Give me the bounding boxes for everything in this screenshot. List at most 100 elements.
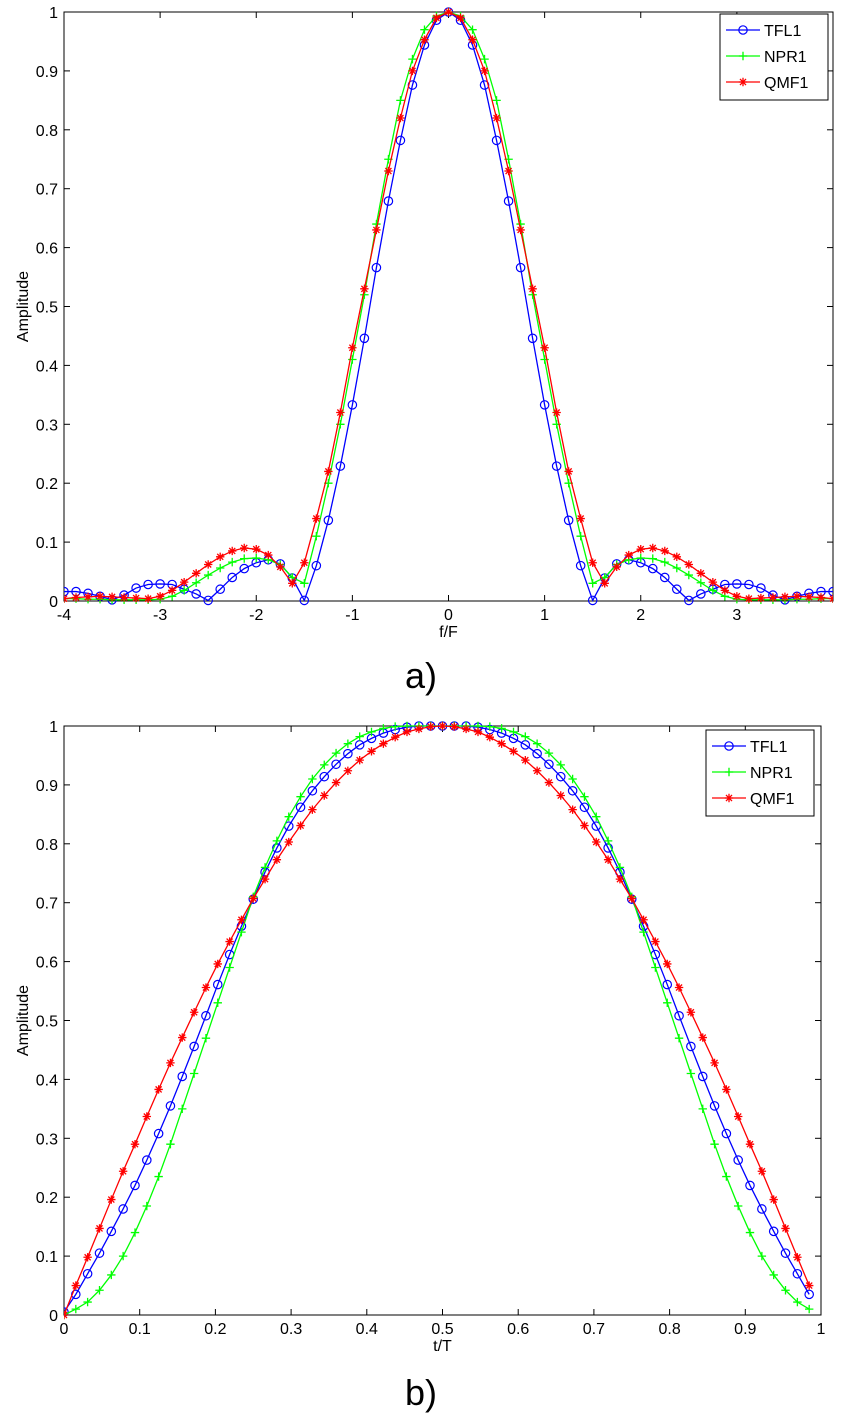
legend-marker-qmf1	[724, 793, 734, 803]
data-point-qmf1	[636, 544, 645, 554]
ytick-label-b: 0	[49, 1308, 58, 1325]
data-point-qmf1	[201, 983, 211, 992]
chart-a: 0 0.1 0.2 0.3 0.4 0.5 0.6 0.7 0.8 0.9 1 -4 -3 -2 -1 0 1 2…	[15, 5, 834, 641]
data-point-qmf1	[732, 592, 742, 601]
data-point-tfl1	[567, 785, 578, 796]
data-point-tfl1	[131, 583, 141, 593]
data-point-tfl1	[191, 589, 201, 599]
ytick-label-b: 0.6	[36, 955, 58, 972]
data-point-qmf1	[189, 1008, 199, 1017]
data-point-qmf1	[107, 592, 117, 602]
data-point-tfl1	[733, 1155, 743, 1165]
data-point-qmf1	[615, 874, 625, 884]
legend-label-qmf1: QMF1	[750, 791, 795, 808]
data-point-qmf1	[456, 13, 465, 23]
xtick-label-a: 2	[636, 607, 645, 624]
ytick-label-a: 0.9	[36, 64, 58, 81]
data-point-npr1	[708, 586, 718, 595]
series-qmf1-a	[64, 7, 833, 603]
data-point-qmf1	[781, 1224, 790, 1233]
data-point-tfl1	[768, 1226, 779, 1237]
xtick-label-a: 3	[732, 607, 741, 624]
data-point-qmf1	[154, 1085, 163, 1094]
data-point-qmf1	[627, 894, 636, 903]
ytick-label-a: 0.8	[36, 123, 58, 140]
data-point-qmf1	[107, 1195, 116, 1204]
data-point-npr1	[203, 570, 213, 580]
data-point-tfl1	[331, 759, 341, 770]
data-point-tfl1	[319, 771, 330, 782]
data-point-npr1	[672, 563, 681, 573]
data-point-npr1	[396, 96, 405, 105]
data-point-qmf1	[485, 732, 495, 742]
data-point-qmf1	[540, 343, 549, 352]
xtick-label-a: -2	[249, 607, 263, 624]
data-point-npr1	[154, 1172, 163, 1181]
plot-area-b	[64, 721, 814, 1320]
data-point-npr1	[284, 812, 293, 821]
data-point-tfl1	[539, 400, 550, 410]
legend-marker-npr1	[738, 51, 748, 61]
data-point-npr1	[532, 739, 542, 748]
data-point-npr1	[615, 863, 625, 872]
ytick-label-a: 0	[49, 594, 58, 611]
ytick-label-b: 0.3	[36, 1131, 58, 1148]
data-point-npr1	[556, 760, 565, 770]
data-point-qmf1	[684, 560, 694, 569]
data-point-npr1	[178, 1104, 187, 1114]
data-point-qmf1	[438, 721, 447, 731]
ytick-label-b: 0.2	[36, 1190, 58, 1207]
data-point-qmf1	[95, 592, 105, 601]
data-point-npr1	[272, 836, 282, 846]
ytick-label-a: 0.4	[36, 358, 58, 375]
data-point-qmf1	[828, 594, 833, 603]
xtick-label-a: -3	[153, 607, 167, 624]
xtick-label-b: 0.7	[583, 1321, 605, 1338]
data-point-qmf1	[320, 791, 329, 800]
data-point-tfl1	[359, 333, 370, 344]
data-point-npr1	[367, 727, 376, 737]
series-qmf1-b	[64, 721, 814, 1320]
data-point-tfl1	[343, 748, 353, 759]
data-point-qmf1	[804, 1281, 814, 1290]
data-point-qmf1	[167, 586, 177, 595]
data-point-npr1	[497, 724, 506, 733]
caption-b: b)	[404, 1372, 437, 1413]
ytick-label-a: 1	[49, 5, 58, 22]
data-point-tfl1	[335, 461, 346, 471]
data-point-qmf1	[710, 1058, 719, 1068]
ytick-label-b: 1	[49, 719, 58, 736]
data-point-qmf1	[343, 766, 353, 775]
data-point-qmf1	[698, 1033, 707, 1042]
data-point-qmf1	[355, 755, 364, 765]
data-point-qmf1	[288, 579, 297, 588]
data-point-npr1	[166, 1139, 175, 1149]
legend-label-tfl1: TFL1	[750, 739, 787, 756]
data-point-tfl1	[371, 262, 382, 273]
data-point-qmf1	[284, 837, 293, 847]
data-point-tfl1	[142, 1155, 152, 1165]
data-point-tfl1	[686, 1041, 696, 1052]
data-point-qmf1	[64, 1310, 69, 1320]
data-point-tfl1	[153, 1128, 164, 1139]
legend-box	[705, 729, 815, 817]
data-point-qmf1	[544, 778, 554, 787]
data-point-npr1	[191, 578, 201, 587]
data-point-qmf1	[504, 166, 513, 176]
data-point-qmf1	[757, 1167, 767, 1176]
data-point-qmf1	[600, 579, 609, 588]
data-point-tfl1	[544, 759, 554, 770]
data-point-qmf1	[450, 722, 459, 731]
data-point-npr1	[320, 760, 329, 770]
xtick-label-b: 0.1	[129, 1321, 151, 1338]
data-point-npr1	[408, 54, 417, 64]
data-point-qmf1	[372, 225, 381, 235]
xtick-label-a: -4	[57, 607, 71, 624]
data-point-qmf1	[793, 1253, 802, 1262]
data-point-qmf1	[264, 550, 273, 560]
data-point-tfl1	[201, 1010, 211, 1021]
data-point-qmf1	[473, 727, 483, 737]
data-point-qmf1	[468, 35, 477, 44]
data-point-npr1	[804, 1304, 814, 1314]
